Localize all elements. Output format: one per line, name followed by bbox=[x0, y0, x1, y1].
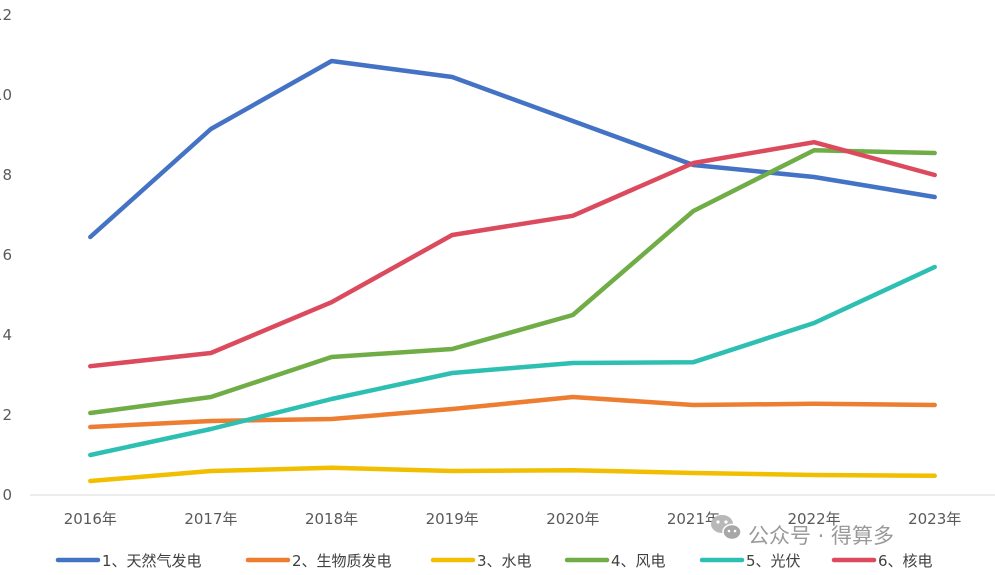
y-tick-label: 6 bbox=[2, 246, 12, 264]
series-line-4 bbox=[88, 147, 937, 416]
legend-label: 6、核电 bbox=[878, 552, 933, 570]
y-tick-label: 2 bbox=[2, 406, 12, 424]
x-axis: 2016年 2017年 2018年 2019年 2020年 2021年 2022年 2023年 bbox=[30, 494, 995, 528]
series-line-2 bbox=[88, 394, 937, 430]
legend-item: 2、生物质发电 bbox=[245, 552, 392, 570]
x-tick-label: 2022年 bbox=[787, 510, 840, 528]
legend-item: 1、天然气发电 bbox=[55, 552, 202, 570]
y-tick-label: 4 bbox=[2, 326, 12, 344]
legend-label: 1、天然气发电 bbox=[102, 552, 202, 570]
legend-label: 4、风电 bbox=[611, 552, 666, 570]
y-tick-label: 8 bbox=[2, 166, 12, 184]
watermark: 公众号 · 得算多 bbox=[711, 515, 894, 548]
x-tick-label: 2017年 bbox=[184, 510, 237, 528]
legend-label: 5、光伏 bbox=[746, 552, 801, 570]
y-tick-label: 12 bbox=[0, 6, 12, 24]
series-line-1 bbox=[88, 58, 937, 240]
legend-item: 3、水电 bbox=[430, 552, 532, 570]
x-tick-label: 2020年 bbox=[546, 510, 599, 528]
legend-item: 4、风电 bbox=[564, 552, 666, 570]
y-axis: 0 2 4 6 8 10 12 bbox=[0, 6, 12, 504]
x-tick-label: 2018年 bbox=[305, 510, 358, 528]
y-tick-label: 10 bbox=[0, 86, 12, 104]
x-tick-label: 2019年 bbox=[426, 510, 479, 528]
x-tick-label: 2016年 bbox=[64, 510, 117, 528]
wechat-icon bbox=[711, 515, 742, 541]
legend-label: 3、水电 bbox=[477, 552, 532, 570]
series-line-5 bbox=[88, 264, 937, 458]
x-tick-label: 2021年 bbox=[667, 510, 720, 528]
legend-item: 6、核电 bbox=[831, 552, 933, 570]
legend-label: 2、生物质发电 bbox=[292, 552, 392, 570]
series-line-6 bbox=[88, 139, 937, 369]
watermark-text: 公众号 · 得算多 bbox=[748, 524, 894, 548]
series-line-3 bbox=[88, 465, 937, 484]
legend: 1、天然气发电 2、生物质发电 3、水电 4、风电 5、光伏 6、核电 bbox=[55, 552, 933, 570]
legend-item: 5、光伏 bbox=[699, 552, 801, 570]
y-tick-label: 0 bbox=[2, 486, 12, 504]
x-tick-label: 2023年 bbox=[908, 510, 961, 528]
series-lines bbox=[88, 58, 937, 484]
